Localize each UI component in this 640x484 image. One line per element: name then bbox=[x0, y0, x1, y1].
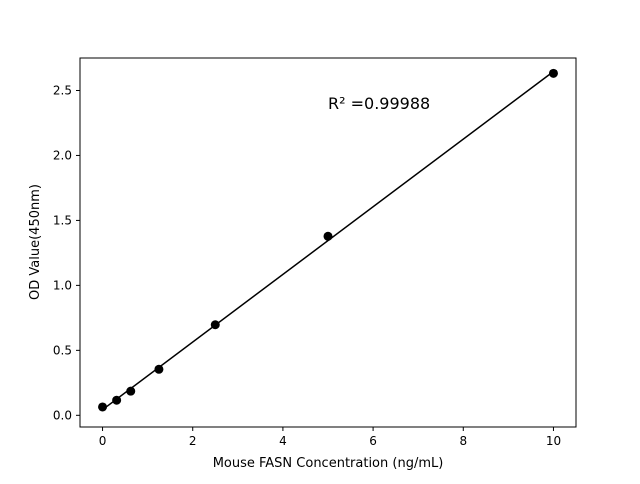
data-point bbox=[210, 320, 220, 330]
y-tick-label: 0.5 bbox=[53, 343, 72, 357]
y-axis-label: OD Value(450nm) bbox=[28, 184, 43, 300]
x-tick-label: 8 bbox=[459, 434, 467, 448]
y-tick-label: 1.5 bbox=[53, 213, 72, 227]
r-squared-annotation: R² =0.99988 bbox=[328, 94, 430, 113]
y-tick-label: 0.0 bbox=[53, 408, 72, 422]
data-point bbox=[98, 402, 108, 412]
data-point bbox=[112, 395, 122, 405]
data-point bbox=[126, 386, 136, 396]
y-tick-label: 2.0 bbox=[53, 148, 72, 162]
data-point bbox=[323, 231, 333, 241]
y-tick-label: 2.5 bbox=[53, 83, 72, 97]
y-tick-label: 1.0 bbox=[53, 278, 72, 292]
x-axis-label: Mouse FASN Concentration (ng/mL) bbox=[213, 456, 444, 471]
data-point bbox=[154, 364, 164, 374]
x-tick-label: 6 bbox=[369, 434, 377, 448]
data-point bbox=[548, 68, 558, 78]
x-tick-label: 0 bbox=[99, 434, 107, 448]
x-tick-label: 4 bbox=[279, 434, 287, 448]
x-tick-label: 2 bbox=[189, 434, 197, 448]
x-tick-label: 10 bbox=[546, 434, 561, 448]
